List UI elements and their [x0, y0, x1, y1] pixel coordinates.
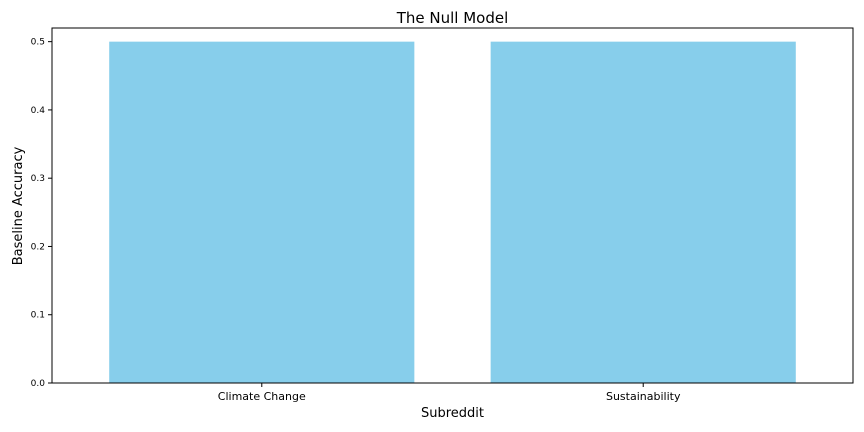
x-ticks-layer: Climate Change Sustainability [218, 383, 681, 403]
y-tick-label: 0.2 [31, 242, 45, 252]
y-tick-label: 0.1 [31, 311, 45, 321]
x-axis-label: Subreddit [421, 406, 484, 421]
y-tick-label: 0.4 [31, 106, 46, 116]
y-ticks-layer: 0.0 0.1 0.2 0.3 0.4 0.5 [31, 38, 52, 389]
x-tick-label: Sustainability [606, 390, 681, 403]
x-tick-label: Climate Change [218, 390, 306, 403]
y-tick-label: 0.5 [31, 38, 45, 48]
chart-title: The Null Model [396, 9, 509, 27]
bar [490, 41, 796, 384]
plot-frame [51, 27, 854, 384]
y-tick-label: 0.0 [31, 379, 46, 389]
bar [109, 41, 415, 384]
y-axis-label: Baseline Accuracy [11, 146, 26, 265]
bars-layer [109, 41, 796, 384]
y-tick-label: 0.3 [31, 174, 45, 184]
